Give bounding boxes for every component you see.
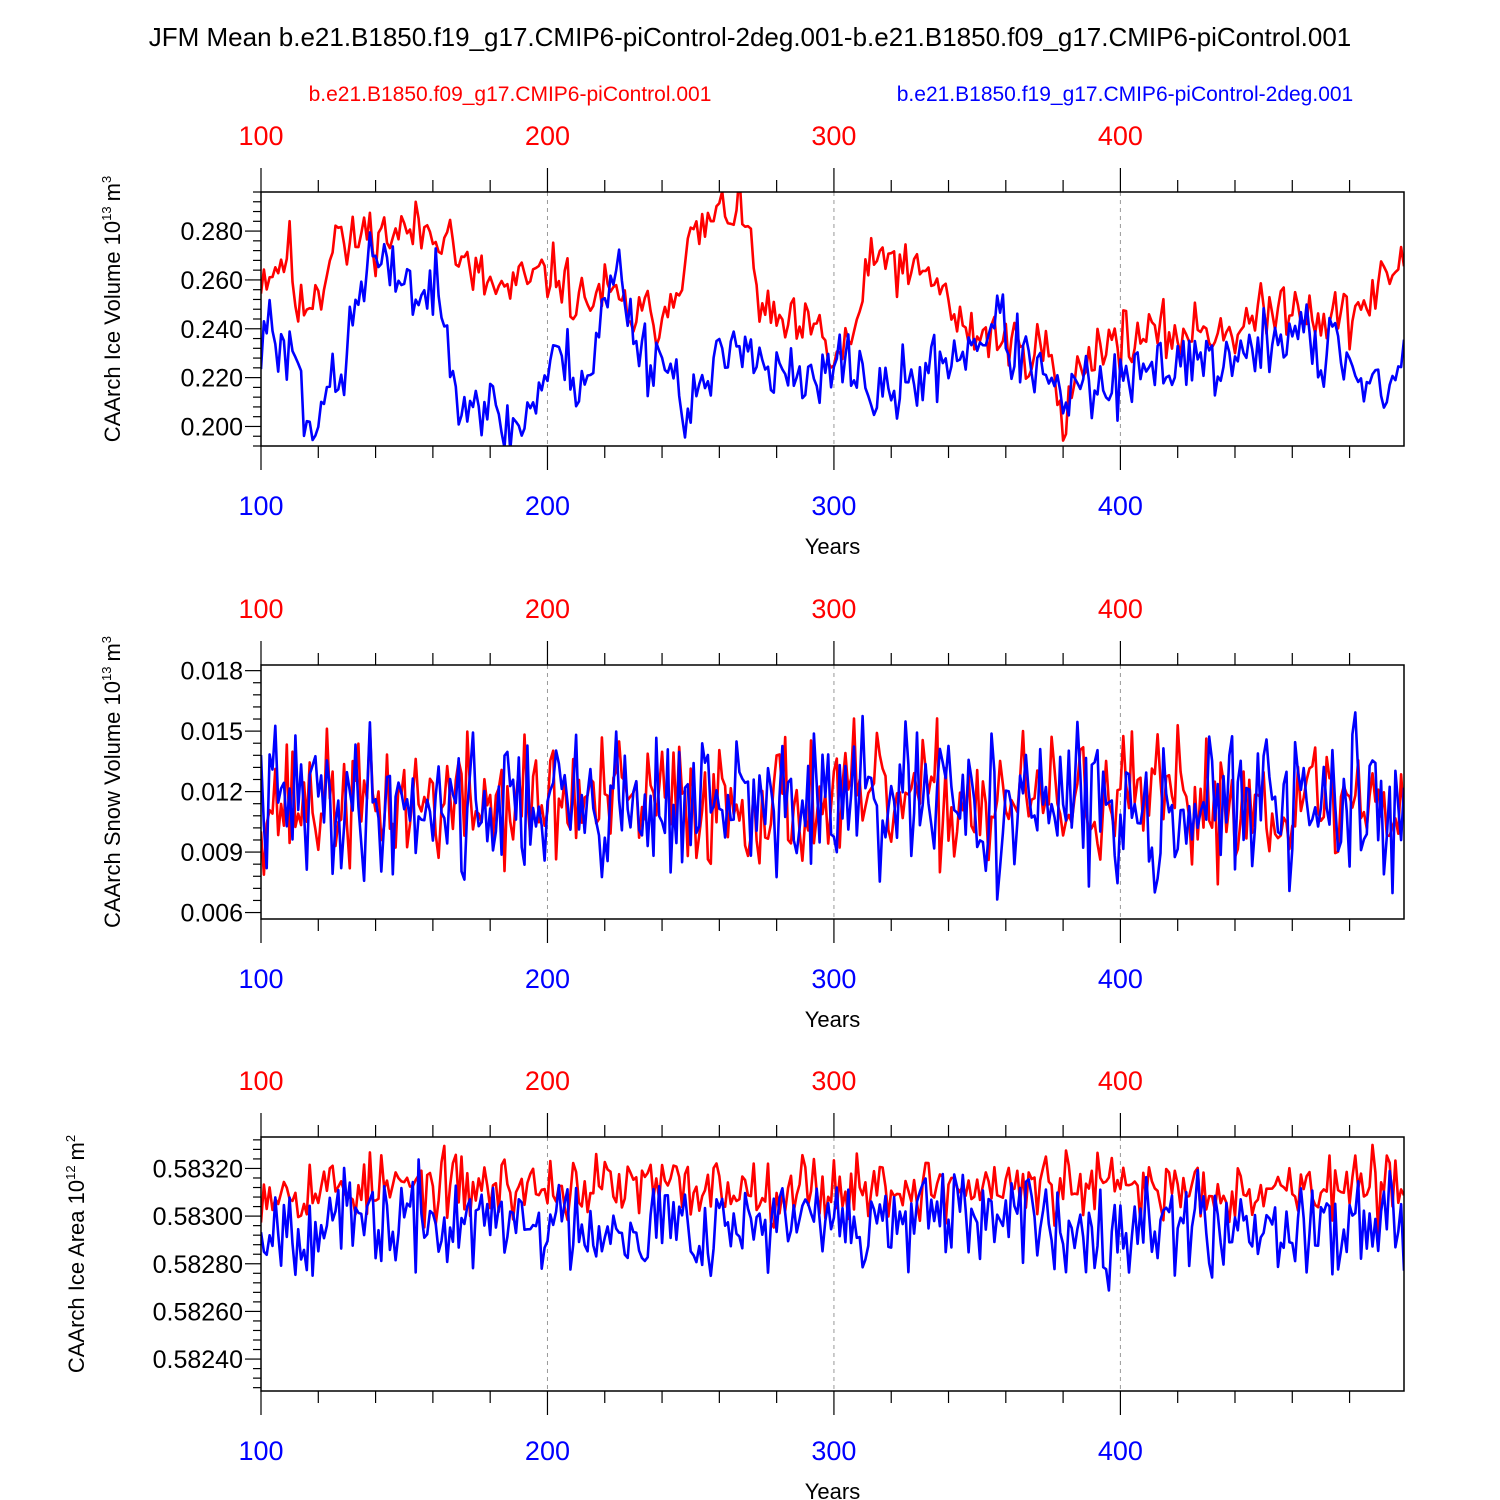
x-bottom-tick-label: 100 bbox=[238, 491, 283, 521]
y-tick-label: 0.015 bbox=[180, 718, 243, 746]
x-top-tick-label: 300 bbox=[811, 594, 856, 624]
x-bottom-tick-label: 400 bbox=[1098, 1436, 1143, 1466]
series-line-blue bbox=[261, 231, 1404, 446]
series-line-blue bbox=[261, 711, 1404, 901]
x-bottom-tick-label: 300 bbox=[811, 1436, 856, 1466]
x-top-tick-label: 100 bbox=[238, 121, 283, 151]
x-axis-label: Years bbox=[805, 1479, 860, 1500]
x-bottom-tick-label: 200 bbox=[525, 491, 570, 521]
x-top-tick-label: 300 bbox=[811, 1066, 856, 1096]
y-tick-label: 0.280 bbox=[180, 218, 243, 246]
series-line-red bbox=[261, 192, 1404, 442]
panels: 0.200 0.220 0.240 0.260 0.280 100 100 200 200 300… bbox=[63, 121, 1405, 1500]
x-bottom-tick-label: 200 bbox=[525, 1436, 570, 1466]
y-tick-label: 0.58280 bbox=[153, 1251, 243, 1279]
series-group bbox=[261, 711, 1404, 901]
x-top-tick-label: 400 bbox=[1098, 1066, 1143, 1096]
x-top-tick-label: 400 bbox=[1098, 594, 1143, 624]
panel-1: 0.200 0.220 0.240 0.260 0.280 100 100 200 200 300… bbox=[99, 121, 1405, 559]
panel-3: 0.58240 0.58260 0.58280 0.58300 0.58320 100 10… bbox=[63, 1066, 1405, 1500]
series-group bbox=[261, 192, 1404, 446]
x-bottom-tick-label: 400 bbox=[1098, 964, 1143, 994]
y-tick-label: 0.58260 bbox=[153, 1298, 243, 1326]
x-top-tick-label: 200 bbox=[525, 1066, 570, 1096]
x-bottom-tick-label: 300 bbox=[811, 491, 856, 521]
legend-red-label: b.e21.B1850.f09_g17.CMIP6-piControl.001 bbox=[309, 83, 712, 106]
y-tick-label: 0.240 bbox=[180, 316, 243, 344]
y-axis-label: CAArch Ice Area 1012m2 bbox=[63, 1135, 89, 1373]
series-group bbox=[261, 1143, 1404, 1292]
y-tick-label: 0.260 bbox=[180, 267, 243, 295]
y-tick-label: 0.006 bbox=[180, 900, 243, 928]
y-tick-label: 0.018 bbox=[180, 658, 243, 686]
x-bottom-tick-label: 400 bbox=[1098, 491, 1143, 521]
y-tick-label: 0.58240 bbox=[153, 1346, 243, 1374]
y-axis-label: CAArch Ice Volume 1013m3 bbox=[99, 176, 125, 442]
y-tick-label: 0.012 bbox=[180, 779, 243, 807]
x-bottom-tick-label: 100 bbox=[238, 1436, 283, 1466]
figure-title: JFM Mean b.e21.B1850.f19_g17.CMIP6-piCon… bbox=[149, 22, 1352, 52]
x-top-tick-label: 100 bbox=[238, 594, 283, 624]
y-axis-label: CAArch Snow Volume 1013m3 bbox=[99, 636, 125, 928]
x-bottom-tick-label: 300 bbox=[811, 964, 856, 994]
x-top-tick-label: 300 bbox=[811, 121, 856, 151]
x-top-tick-label: 100 bbox=[238, 1066, 283, 1096]
plot-frame bbox=[260, 191, 1405, 447]
series-line-blue bbox=[261, 1158, 1404, 1292]
panel-2: 0.006 0.009 0.012 0.015 0.018 100 100 200 200 300… bbox=[99, 594, 1405, 1032]
x-bottom-tick-label: 200 bbox=[525, 964, 570, 994]
y-tick-label: 0.220 bbox=[180, 365, 243, 393]
x-axis-label: Years bbox=[805, 534, 860, 559]
y-tick-label: 0.200 bbox=[180, 413, 243, 441]
y-tick-label: 0.58320 bbox=[153, 1155, 243, 1183]
y-tick-label: 0.58300 bbox=[153, 1203, 243, 1231]
x-top-tick-label: 400 bbox=[1098, 121, 1143, 151]
x-bottom-tick-label: 100 bbox=[238, 964, 283, 994]
legend-blue-label: b.e21.B1850.f19_g17.CMIP6-piControl-2deg… bbox=[897, 83, 1353, 106]
x-axis-label: Years bbox=[805, 1007, 860, 1032]
y-tick-label: 0.009 bbox=[180, 839, 243, 867]
x-top-tick-label: 200 bbox=[525, 594, 570, 624]
x-top-tick-label: 200 bbox=[525, 121, 570, 151]
